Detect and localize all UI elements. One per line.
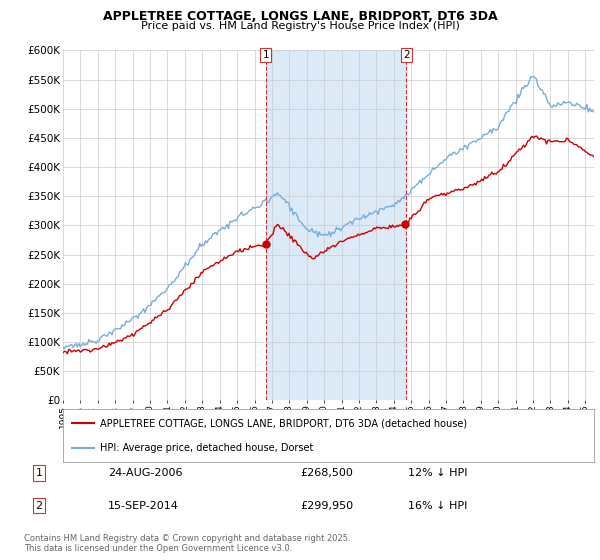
Text: 12% ↓ HPI: 12% ↓ HPI bbox=[408, 468, 467, 478]
Text: £299,950: £299,950 bbox=[300, 501, 353, 511]
Text: 24-AUG-2006: 24-AUG-2006 bbox=[108, 468, 182, 478]
Text: Price paid vs. HM Land Registry's House Price Index (HPI): Price paid vs. HM Land Registry's House … bbox=[140, 21, 460, 31]
Text: 16% ↓ HPI: 16% ↓ HPI bbox=[408, 501, 467, 511]
Text: 15-SEP-2014: 15-SEP-2014 bbox=[108, 501, 179, 511]
Text: APPLETREE COTTAGE, LONGS LANE, BRIDPORT, DT6 3DA (detached house): APPLETREE COTTAGE, LONGS LANE, BRIDPORT,… bbox=[100, 418, 467, 428]
Text: Contains HM Land Registry data © Crown copyright and database right 2025.
This d: Contains HM Land Registry data © Crown c… bbox=[24, 534, 350, 553]
Text: 1: 1 bbox=[35, 468, 43, 478]
Text: 1: 1 bbox=[263, 50, 269, 60]
Text: 2: 2 bbox=[403, 50, 409, 60]
Bar bbox=[266, 50, 406, 400]
Text: HPI: Average price, detached house, Dorset: HPI: Average price, detached house, Dors… bbox=[100, 442, 314, 452]
Text: £268,500: £268,500 bbox=[300, 468, 353, 478]
Text: 2: 2 bbox=[35, 501, 43, 511]
Text: APPLETREE COTTAGE, LONGS LANE, BRIDPORT, DT6 3DA: APPLETREE COTTAGE, LONGS LANE, BRIDPORT,… bbox=[103, 10, 497, 23]
